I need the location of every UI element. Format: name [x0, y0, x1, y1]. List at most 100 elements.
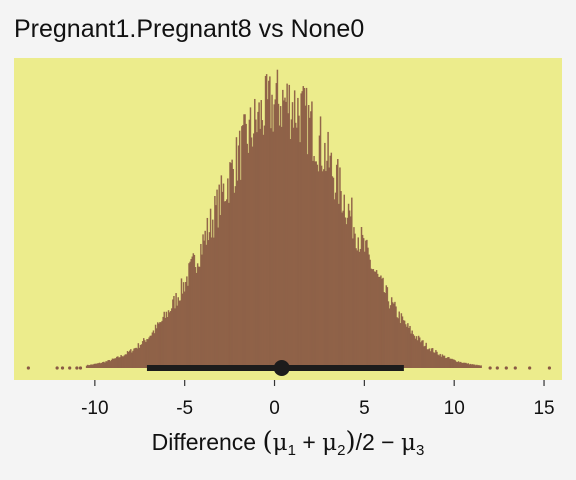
histogram-bar	[180, 278, 183, 368]
histogram-bar	[284, 97, 286, 369]
outlier-dot	[78, 366, 83, 370]
histogram-bar	[279, 106, 282, 368]
outlier-dot	[504, 366, 508, 370]
histogram-bar	[328, 167, 330, 368]
histogram-bar	[252, 133, 255, 368]
histogram-bar	[478, 365, 480, 368]
histogram-bar	[361, 234, 364, 368]
histogram-bar	[397, 318, 399, 368]
histogram-bar	[243, 114, 245, 368]
histogram-bar	[251, 146, 254, 368]
histogram-bar	[304, 105, 307, 369]
histogram-bar	[373, 271, 376, 368]
histogram-bar	[178, 300, 181, 368]
histogram-bar	[135, 347, 137, 368]
histogram-bar	[353, 227, 355, 368]
histogram-bar	[110, 359, 113, 368]
histogram-bar	[370, 268, 372, 368]
histogram-bar	[218, 184, 220, 368]
histogram-bar	[439, 353, 441, 368]
histogram-bar	[108, 359, 110, 368]
histogram-bar	[311, 101, 313, 368]
histogram-bar	[153, 333, 156, 368]
histogram-bar	[371, 269, 374, 368]
histogram-bar	[165, 311, 168, 368]
histogram-bar	[152, 330, 155, 368]
histogram-bar	[162, 316, 164, 368]
histogram-bar	[399, 323, 402, 368]
histogram-bar	[412, 334, 414, 368]
histogram-bar	[160, 322, 162, 368]
histogram-bar	[136, 348, 139, 368]
histogram-bar	[280, 126, 283, 368]
histogram-bar	[88, 365, 90, 368]
histogram-bar	[461, 362, 463, 368]
histogram-bar	[195, 272, 198, 368]
histogram-bar	[105, 361, 107, 368]
histogram-bar	[288, 84, 291, 369]
outlier-dots	[26, 366, 552, 370]
histogram-bar	[126, 351, 129, 368]
histogram-bar	[430, 348, 433, 368]
histogram-bar	[159, 322, 161, 368]
histogram-bar	[188, 263, 190, 368]
histogram-bar	[339, 167, 341, 368]
histogram-bar	[340, 191, 342, 368]
outlier-dot	[488, 366, 492, 370]
histogram-bar	[168, 312, 171, 368]
histogram-bar	[476, 364, 478, 368]
histogram-bar	[125, 354, 128, 368]
histogram-bar	[449, 358, 451, 368]
histogram-bar	[418, 337, 421, 368]
histogram-bar	[385, 285, 388, 368]
histogram-bar	[333, 199, 336, 368]
histogram-bar	[202, 234, 204, 368]
histogram-bar	[262, 134, 265, 368]
histogram-bar	[201, 254, 203, 368]
histogram-bar	[413, 335, 416, 368]
histogram-bar	[313, 156, 315, 368]
histogram-bar	[408, 328, 410, 368]
histogram-bar	[315, 161, 317, 368]
histogram-bar	[248, 119, 251, 368]
histogram-bar	[222, 183, 225, 368]
histogram-bar	[400, 313, 403, 368]
histogram-bar	[86, 364, 89, 368]
histogram-bar	[236, 180, 239, 368]
histogram-bar	[355, 248, 357, 368]
histogram-bar	[172, 299, 174, 368]
histogram-bar	[181, 293, 184, 368]
outlier-dot	[513, 366, 517, 370]
histogram-bars	[85, 69, 482, 369]
histogram-bar	[375, 270, 378, 368]
histogram-bar	[289, 139, 292, 368]
histogram-bar	[146, 339, 148, 368]
histogram-bar	[169, 311, 172, 368]
histogram-bar	[263, 125, 266, 368]
histogram-bar	[100, 362, 103, 368]
histogram-bar	[329, 155, 331, 368]
histogram-bar	[232, 168, 234, 368]
histogram-bar	[193, 254, 196, 368]
histogram-bar	[111, 358, 114, 368]
histogram-bar	[300, 93, 302, 368]
histogram-bar	[199, 266, 201, 368]
histogram-bar	[401, 316, 404, 368]
histogram-bar	[268, 80, 270, 368]
histogram-bar	[374, 271, 377, 368]
histogram-bar	[330, 152, 333, 368]
histogram-bar	[436, 351, 438, 368]
histogram-bar	[301, 91, 303, 369]
x-tick-label: 10	[444, 398, 465, 419]
outlier-dot	[55, 366, 59, 370]
histogram-bar	[297, 97, 299, 369]
histogram-bar	[417, 335, 420, 368]
histogram-bar	[450, 358, 452, 368]
histogram-bar	[92, 364, 94, 368]
histogram-bar	[389, 305, 392, 368]
histogram-bar	[318, 135, 321, 368]
histogram-bar	[393, 303, 395, 368]
histogram-bar	[292, 127, 295, 368]
histogram-bar	[406, 326, 408, 368]
histogram-bar	[335, 164, 338, 368]
